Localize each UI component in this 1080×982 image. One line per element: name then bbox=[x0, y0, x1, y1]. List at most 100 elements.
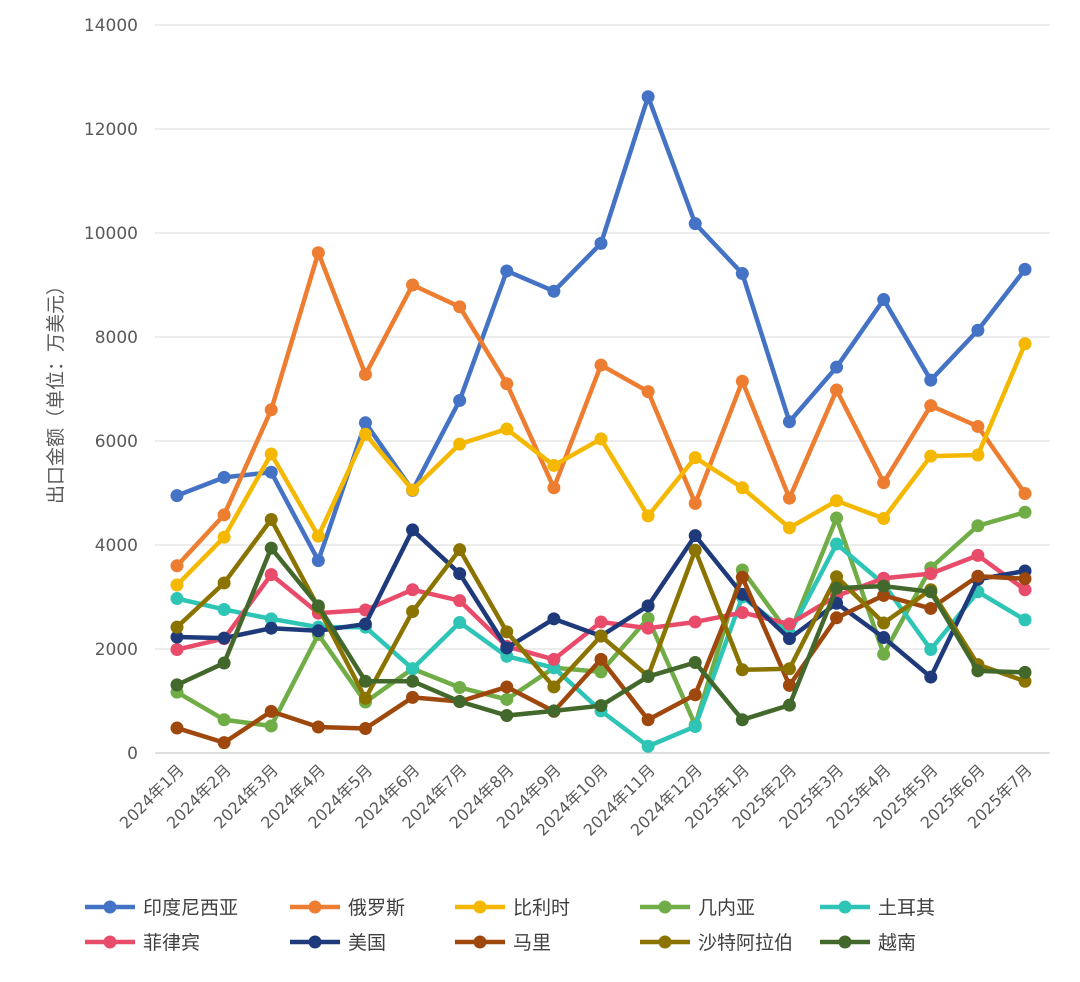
legend-label: 越南 bbox=[878, 932, 916, 954]
data-point bbox=[782, 415, 796, 429]
data-point bbox=[641, 509, 655, 523]
legend-label: 美国 bbox=[348, 932, 386, 954]
legend-item: 沙特阿拉伯 bbox=[640, 932, 793, 954]
series-line bbox=[175, 250, 1027, 568]
data-point bbox=[406, 690, 420, 704]
series-比利时 bbox=[170, 337, 1032, 592]
data-point bbox=[594, 629, 608, 643]
data-point bbox=[1018, 487, 1032, 501]
series-group bbox=[170, 90, 1032, 753]
data-point bbox=[453, 680, 467, 694]
data-point bbox=[264, 541, 278, 555]
legend-item: 马里 bbox=[455, 932, 551, 954]
data-point bbox=[594, 236, 608, 250]
data-point bbox=[500, 692, 514, 706]
data-point bbox=[358, 427, 372, 441]
data-point bbox=[877, 511, 891, 525]
legend-item: 菲律宾 bbox=[85, 932, 200, 954]
data-point bbox=[641, 90, 655, 104]
data-point bbox=[358, 722, 372, 736]
data-point bbox=[782, 662, 796, 676]
data-point bbox=[688, 217, 702, 231]
data-point bbox=[735, 481, 749, 495]
data-point bbox=[264, 719, 278, 733]
data-point bbox=[453, 594, 467, 608]
data-point bbox=[877, 647, 891, 661]
data-point bbox=[688, 543, 702, 557]
data-point bbox=[217, 713, 231, 727]
data-point bbox=[877, 579, 891, 593]
data-point bbox=[971, 448, 985, 462]
legend-item: 越南 bbox=[820, 932, 916, 954]
data-point bbox=[311, 554, 325, 568]
data-point bbox=[264, 447, 278, 461]
data-point bbox=[311, 599, 325, 613]
data-point bbox=[641, 611, 655, 625]
data-point bbox=[782, 521, 796, 535]
legend-marker bbox=[473, 900, 487, 914]
data-point bbox=[971, 419, 985, 433]
data-point bbox=[1018, 613, 1032, 627]
data-point bbox=[1018, 505, 1032, 519]
data-point bbox=[688, 656, 702, 670]
data-point bbox=[453, 615, 467, 629]
data-point bbox=[217, 576, 231, 590]
data-point bbox=[641, 739, 655, 753]
data-point bbox=[1018, 262, 1032, 276]
data-point bbox=[500, 422, 514, 436]
data-point bbox=[594, 665, 608, 679]
data-point bbox=[547, 612, 561, 626]
data-point bbox=[170, 620, 184, 634]
legend-marker bbox=[103, 900, 117, 914]
data-point bbox=[311, 529, 325, 543]
data-point bbox=[830, 383, 844, 397]
data-point bbox=[830, 494, 844, 508]
y-tick-label: 6000 bbox=[95, 432, 138, 452]
data-point bbox=[264, 403, 278, 417]
data-point bbox=[453, 437, 467, 451]
legend-marker bbox=[658, 900, 672, 914]
data-point bbox=[735, 374, 749, 388]
data-point bbox=[735, 663, 749, 677]
data-point bbox=[1018, 337, 1032, 351]
data-point bbox=[311, 246, 325, 260]
series-line bbox=[175, 342, 1028, 587]
data-point bbox=[406, 523, 420, 537]
data-point bbox=[406, 483, 420, 497]
data-point bbox=[547, 652, 561, 666]
data-point bbox=[500, 264, 514, 278]
data-point bbox=[500, 709, 514, 723]
data-point bbox=[688, 688, 702, 702]
data-point bbox=[830, 511, 844, 525]
data-point bbox=[406, 674, 420, 688]
y-axis-label: 出口金额（单位：万美元） bbox=[45, 276, 67, 504]
legend-label: 比利时 bbox=[513, 897, 570, 919]
legend-label: 俄罗斯 bbox=[348, 897, 405, 919]
data-point bbox=[406, 278, 420, 292]
data-point bbox=[264, 568, 278, 582]
data-point bbox=[547, 704, 561, 718]
data-point bbox=[500, 377, 514, 391]
data-point bbox=[924, 567, 938, 581]
data-point bbox=[170, 559, 184, 573]
data-point bbox=[971, 323, 985, 337]
data-point bbox=[500, 680, 514, 694]
data-point bbox=[1018, 665, 1032, 679]
data-point bbox=[735, 570, 749, 584]
legend-label: 印度尼西亚 bbox=[143, 897, 238, 919]
data-point bbox=[782, 678, 796, 692]
data-point bbox=[406, 583, 420, 597]
data-point bbox=[358, 617, 372, 631]
legend-item: 印度尼西亚 bbox=[85, 897, 238, 919]
data-point bbox=[688, 615, 702, 629]
data-point bbox=[641, 599, 655, 613]
data-point bbox=[688, 719, 702, 733]
data-point bbox=[924, 373, 938, 387]
y-axis-ticks: 0 2000 4000 6000 8000 10000 12000 14000 bbox=[84, 16, 138, 764]
data-point bbox=[830, 360, 844, 374]
data-point bbox=[264, 704, 278, 718]
legend-marker bbox=[838, 935, 852, 949]
data-point bbox=[594, 652, 608, 666]
